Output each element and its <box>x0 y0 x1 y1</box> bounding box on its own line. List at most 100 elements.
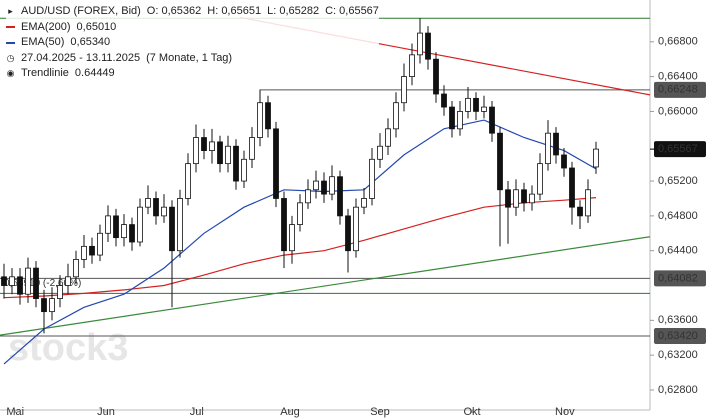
range-row: ◷ 27.04.2025 - 13.11.2025 (7 Monate, 1 Tag… <box>6 51 379 67</box>
candle-body <box>193 137 199 165</box>
candle-body <box>521 189 527 204</box>
price-badge-label: 0,63420 <box>658 330 698 342</box>
level-annotation: 0,63910 (-2,60%) <box>4 278 81 289</box>
y-tick-label: 0,62800 <box>658 384 698 396</box>
candle-body <box>153 198 159 217</box>
candle-body <box>489 106 495 134</box>
candle-body <box>577 206 583 217</box>
candle-body <box>337 176 343 217</box>
icon: ◷ <box>6 52 15 63</box>
candle-body <box>441 93 447 108</box>
legend-swatch <box>6 26 15 29</box>
candle-body <box>241 158 247 182</box>
candle-body <box>553 132 559 156</box>
candle-body <box>257 102 263 138</box>
candle-body <box>273 128 279 199</box>
candle-body <box>385 128 391 147</box>
ohlc: C: 0,65567 <box>325 4 379 20</box>
candle-body <box>449 106 455 130</box>
legend: ▸ AUD/USD (FOREX, Bid) O: 0,65362 H: 0,6… <box>6 4 379 82</box>
candle-body <box>305 189 311 204</box>
trendline-row: ◉ Trendlinie 0.64449 <box>6 66 379 82</box>
trendline <box>0 236 651 336</box>
candle-body <box>497 132 503 191</box>
candle-body <box>289 224 295 252</box>
x-tick-label: Okt <box>463 406 480 418</box>
candle-body <box>145 198 151 208</box>
y-tick-label: 0,64400 <box>658 245 698 257</box>
y-tick-label: 0,64800 <box>658 210 698 222</box>
ohlc-value: 0,65567 <box>339 5 379 17</box>
candle-body <box>9 276 15 286</box>
candle-body <box>513 189 519 208</box>
candle-body <box>217 141 223 165</box>
candle-body <box>129 224 135 243</box>
candle-body <box>361 198 367 208</box>
candle-body <box>297 202 303 225</box>
y-tick-label: 0,66400 <box>658 71 698 83</box>
candle-body <box>161 206 167 217</box>
candle-body <box>345 215 351 252</box>
price-badge-label: 0,66248 <box>658 84 698 96</box>
legend-row: EMA(200) 0,65010 <box>6 20 379 36</box>
candle-body <box>537 163 543 195</box>
candle-body <box>393 102 399 130</box>
candle-body <box>401 76 407 104</box>
candle-body <box>73 259 79 278</box>
icon: ▸ <box>8 6 13 16</box>
ohlc: O: 0,65362 <box>147 4 201 20</box>
candle-body <box>265 102 271 130</box>
y-tick-label: 0,65200 <box>658 175 698 187</box>
x-tick-label: Mai <box>6 406 24 418</box>
x-tick-label: Jul <box>190 406 204 418</box>
y-tick-label: 0,66000 <box>658 105 698 117</box>
candle-body <box>185 163 191 199</box>
candle-body <box>57 285 63 299</box>
candle-body <box>121 224 127 239</box>
ohlc-label: H: <box>207 5 219 17</box>
ohlc: L: 0,65282 <box>267 4 319 20</box>
candle-body <box>529 193 535 204</box>
legend-value: 0,65340 <box>70 36 111 48</box>
candle-body <box>585 189 591 217</box>
watermark: stock3 <box>8 327 128 369</box>
candle-body <box>225 145 231 165</box>
price-badge <box>654 328 706 345</box>
price-badge <box>654 81 706 98</box>
legend-name: EMA(200) <box>21 20 71 33</box>
candle-body <box>433 58 439 95</box>
candle-body <box>593 148 599 168</box>
ohlc-label: C: <box>325 5 337 17</box>
candle-body <box>65 276 71 286</box>
candle-body <box>97 232 103 256</box>
candle-body <box>1 276 7 286</box>
x-tick-label: Sep <box>370 406 390 418</box>
trendline-name: Trendlinie <box>21 67 69 79</box>
candle-body <box>49 298 55 313</box>
candle-body <box>169 206 175 252</box>
header-row: ▸ AUD/USD (FOREX, Bid) O: 0,65362 H: 0,6… <box>6 4 379 20</box>
symbol: AUD/USD (FOREX, Bid) <box>21 5 141 17</box>
range-span: (7 Monate, 1 Tag) <box>146 51 233 64</box>
candle-body <box>409 54 415 78</box>
candle-body <box>281 198 287 252</box>
x-tick-label: Nov <box>555 406 575 418</box>
candle-body <box>377 145 383 160</box>
ohlc-value: 0,65651 <box>221 5 262 17</box>
candle-body <box>25 267 31 295</box>
candle-body <box>313 180 319 191</box>
legend-value: 0,65010 <box>76 20 117 33</box>
candle-body <box>137 206 143 243</box>
candle-body <box>417 32 423 56</box>
candle-body <box>353 206 359 252</box>
ohlc-value: 0,65282 <box>279 5 320 17</box>
ema-line <box>3 197 597 299</box>
candle-body <box>233 145 239 182</box>
candle-body <box>209 141 215 151</box>
last-price-label: 0,65567 <box>658 143 698 155</box>
range-dates: 27.04.2025 - 13.11.2025 <box>21 51 141 64</box>
x-tick-label: Jun <box>97 406 115 418</box>
ohlc-label: O: <box>146 5 159 17</box>
ohlc-label: L: <box>267 5 277 17</box>
candle-body <box>425 32 431 60</box>
